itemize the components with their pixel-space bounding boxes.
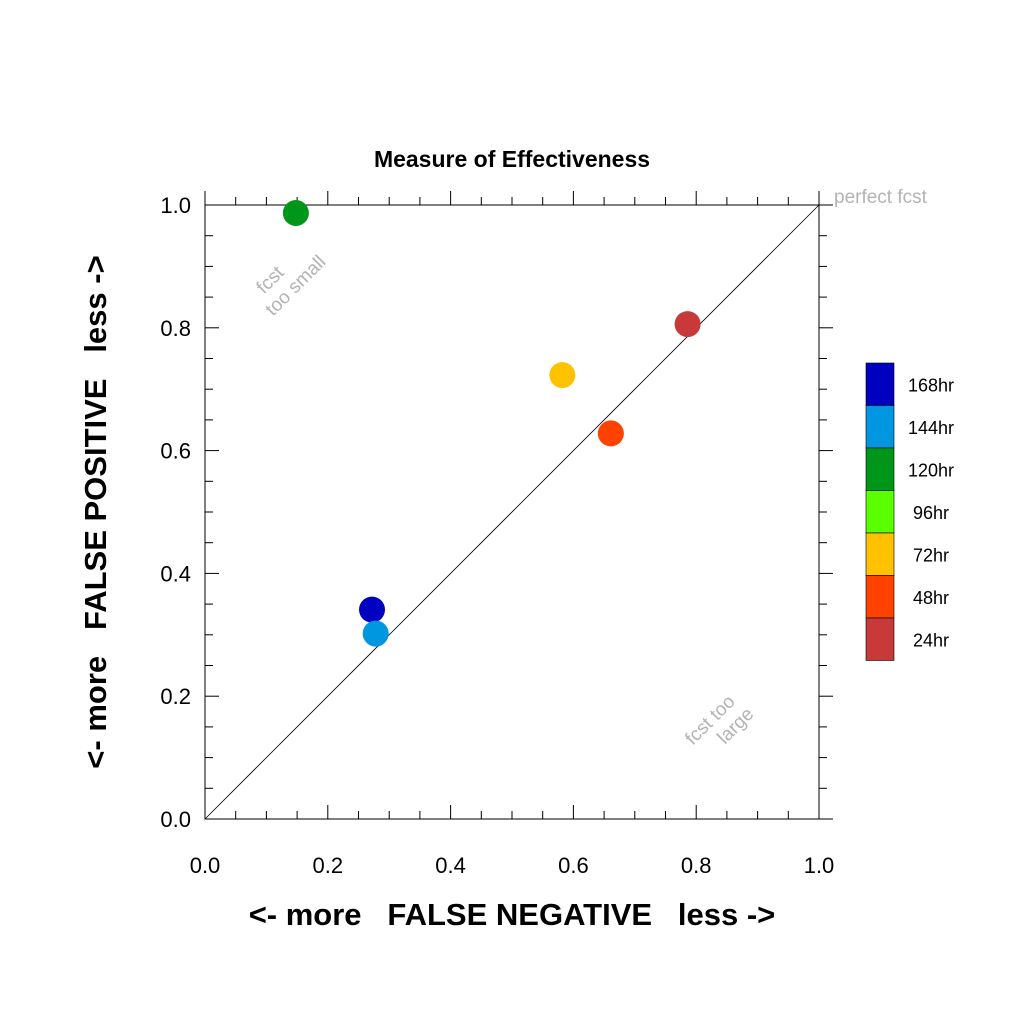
legend-label-96hr: 96hr [913, 503, 949, 523]
legend-swatch-48hr [865, 575, 895, 619]
legend-swatch-96hr [865, 490, 895, 534]
x-tick-label: 0.4 [435, 853, 466, 878]
legend-label-120hr: 120hr [908, 460, 954, 480]
x-tick-label: 0.8 [681, 853, 712, 878]
plot-area: 0.0 0.2 0.4 0.6 0.8 1.0 0.0 0.2 0.4 0.6 0.8 1.0 [160, 191, 834, 878]
point-120hr [282, 199, 309, 226]
point-168hr [359, 596, 386, 623]
tick-labels: 0.0 0.2 0.4 0.6 0.8 1.0 0.0 0.2 0.4 0.6 0.8 1.0 [160, 193, 834, 878]
legend-swatch-72hr [865, 532, 895, 576]
y-tick-label: 0.4 [160, 561, 191, 586]
legend-label-48hr: 48hr [913, 588, 949, 608]
legend-label-168hr: 168hr [908, 375, 954, 395]
x-tick-label: 0.6 [558, 853, 589, 878]
y-tick-label: 0.8 [160, 316, 191, 341]
annotation-fcst-too-large: fcst too large [681, 691, 758, 749]
legend-label-72hr: 72hr [913, 545, 949, 565]
legend: 168hr 144hr 120hr 96hr 72hr 48hr 24hr [865, 362, 954, 661]
point-48hr [597, 420, 624, 447]
x-tick-label: 0.2 [313, 853, 344, 878]
y-tick-label: 1.0 [160, 193, 191, 218]
legend-swatch-144hr [865, 405, 895, 449]
annotation-perfect-fcst: perfect fcst [834, 187, 928, 208]
y-tick-label: 0.0 [160, 807, 191, 832]
axis-ticks [204, 191, 833, 820]
y-tick-label: 0.6 [160, 439, 191, 464]
legend-swatch-168hr [865, 362, 895, 406]
point-24hr [674, 311, 701, 338]
point-144hr [362, 620, 389, 647]
legend-label-144hr: 144hr [908, 418, 954, 438]
perfect-forecast-line [204, 204, 820, 820]
legend-swatch-24hr [865, 617, 895, 661]
annotation-fcst-too-small: fcst too small [253, 252, 331, 321]
data-points [282, 199, 701, 647]
legend-swatch-120hr [865, 447, 895, 491]
chart-title: Measure of Effectiveness [374, 146, 650, 172]
y-tick-label: 0.2 [160, 684, 191, 709]
x-axis-label: <- more FALSE NEGATIVE less -> [249, 897, 776, 932]
x-tick-label: 1.0 [804, 853, 835, 878]
legend-label-24hr: 24hr [913, 630, 949, 650]
point-72hr [549, 362, 576, 389]
y-axis-label: <- more FALSE POSITIVE less -> [78, 255, 113, 768]
x-tick-label: 0.0 [190, 853, 221, 878]
